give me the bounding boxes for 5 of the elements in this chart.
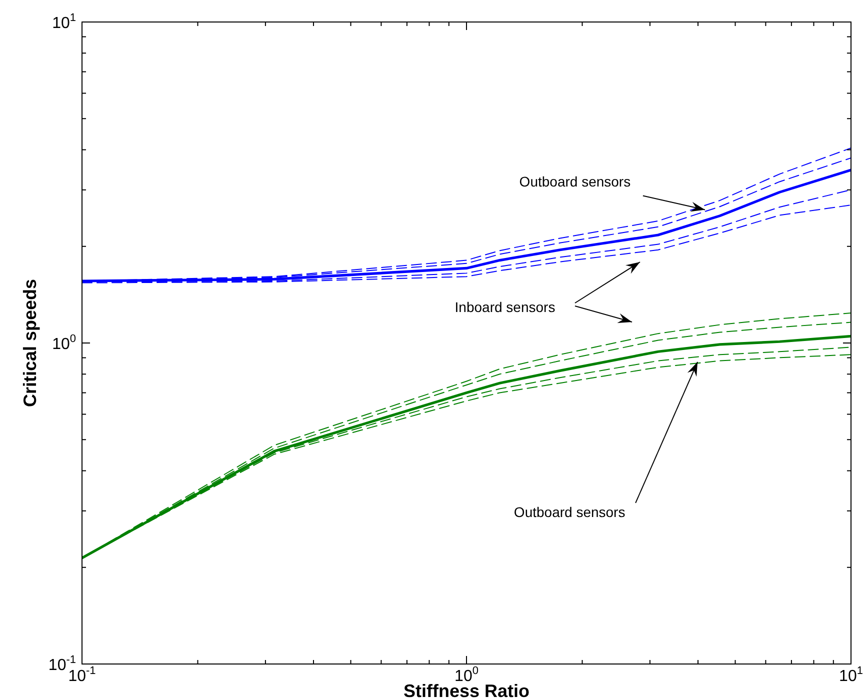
x-axis-title: Stiffness Ratio [403, 681, 530, 698]
annotation: Outboard sensors [519, 174, 631, 190]
annotation: Outboard sensors [514, 504, 626, 520]
y-axis-title: Critical speeds [20, 278, 40, 408]
annotation: Inboard sensors [454, 298, 556, 315]
